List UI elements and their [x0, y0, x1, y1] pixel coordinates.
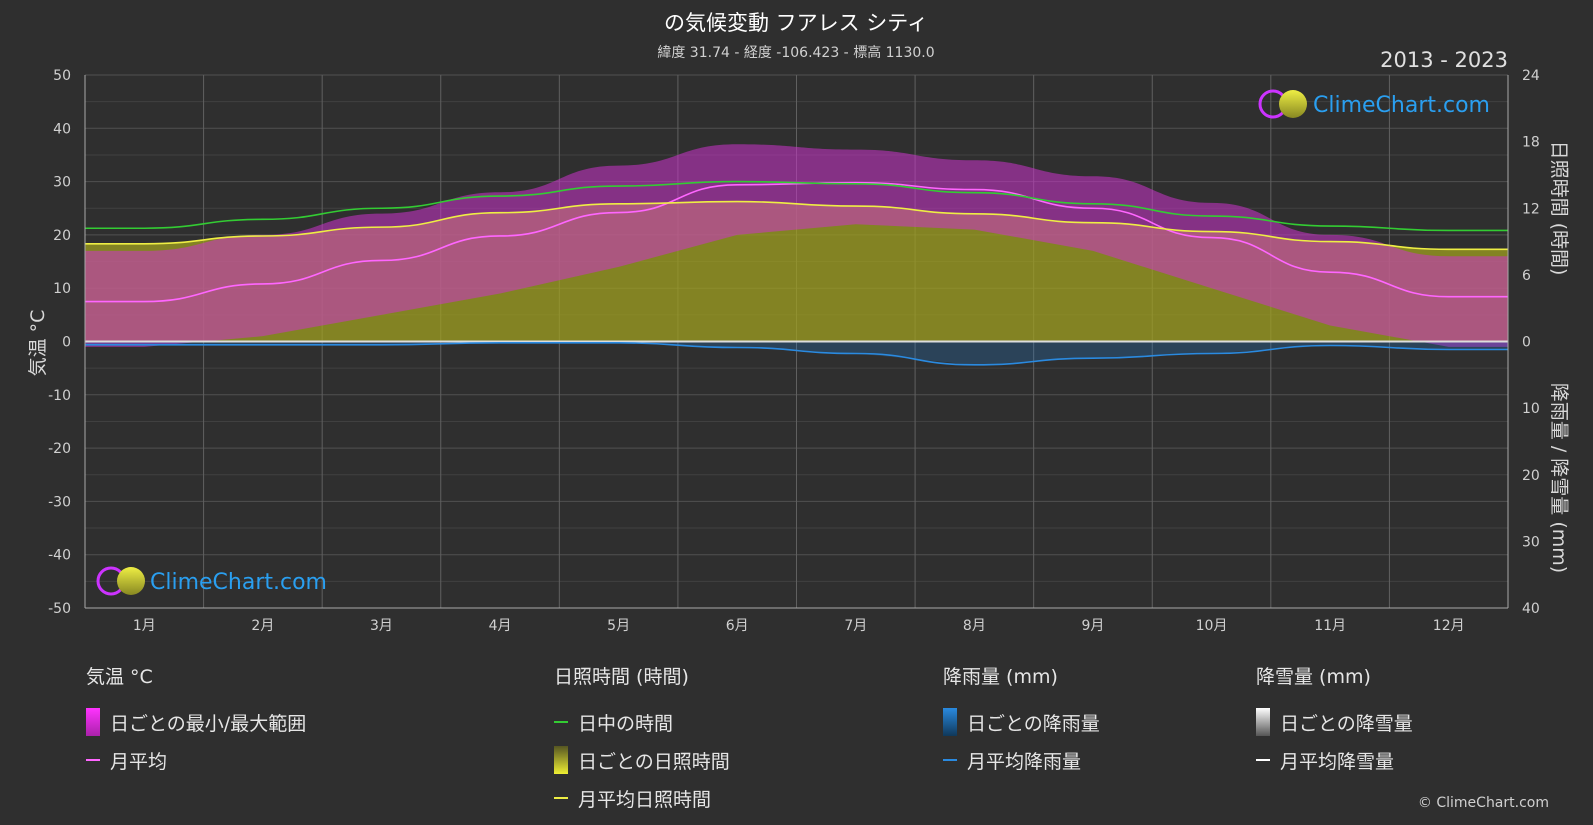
left-tick-label: -30: [48, 494, 71, 510]
legend-item-label: 月平均日照時間: [578, 788, 712, 811]
month-tick-label: 5月: [607, 618, 630, 634]
legend-item: 日ごとの降雪量: [1256, 703, 1413, 741]
month-tick-label: 11月: [1314, 618, 1346, 634]
legend-snow-title: 降雪量 (mm): [1256, 666, 1371, 688]
month-tick-label: 4月: [489, 618, 512, 634]
logo-sun-icon: [117, 567, 145, 595]
month-tick-label: 9月: [1081, 618, 1104, 634]
legend-item-label: 日ごとの日照時間: [578, 750, 730, 773]
left-tick-label: -20: [48, 441, 71, 457]
rain-swatch: [943, 708, 957, 736]
chart-subtitle: 緯度 31.74 - 経度 -106.423 - 標高 1130.0: [657, 44, 934, 61]
legend-item-label: 日ごとの降雪量: [1280, 712, 1413, 735]
logo-sun-icon: [1279, 90, 1307, 118]
rain-area: [85, 341, 1508, 365]
snow-mean-swatch: [1256, 759, 1270, 761]
legend-item: 日ごとの降雨量: [943, 703, 1100, 741]
left-tick-label: 10: [53, 281, 71, 297]
left-tick-label: 30: [53, 175, 71, 191]
copyright: © ClimeChart.com: [1417, 795, 1549, 811]
right-axis-sun-label: 日照時間 (時間): [1548, 141, 1570, 276]
month-tick-label: 1月: [133, 618, 156, 634]
right-rain-tick-label: 10: [1522, 401, 1540, 417]
brand-name-bottom: ClimeChart.com: [150, 570, 327, 595]
left-tick-label: 40: [53, 121, 71, 137]
left-tick-label: -40: [48, 548, 71, 564]
brand-logo-top: ClimeChart.com: [1258, 89, 1490, 119]
right-axis-rain-label: 降雨量 / 降雪量 (mm): [1548, 383, 1570, 573]
left-tick-label: -50: [48, 601, 71, 617]
month-tick-label: 8月: [963, 618, 986, 634]
month-tick-label: 2月: [251, 618, 274, 634]
legend-item: 日ごとの日照時間: [554, 741, 730, 779]
left-tick-label: 0: [62, 335, 71, 351]
legend-item: 日中の時間: [554, 703, 730, 741]
period-label: 2013 - 2023: [1380, 48, 1508, 72]
series-line-rain: [85, 342, 1508, 366]
legend-item-label: 日ごとの最小/最大範囲: [110, 712, 307, 735]
right-rain-tick-label: 40: [1522, 601, 1540, 617]
series-line-sun: [85, 180, 1508, 232]
legend-item: 月平均降雨量: [943, 741, 1100, 779]
right-sun-tick-label: 24: [1522, 68, 1540, 84]
daylight-swatch: [554, 721, 568, 723]
temp-range-band: [85, 144, 1508, 347]
legend-rain: 降雨量 (mm) 日ごとの降雨量 月平均降雨量: [943, 662, 1100, 779]
temp-mean-swatch: [86, 759, 100, 761]
legend-sun-title: 日照時間 (時間): [554, 666, 689, 688]
legend-item-label: 日ごとの降雨量: [967, 712, 1100, 735]
legend-item: 月平均降雪量: [1256, 741, 1413, 779]
month-tick-label: 10月: [1196, 618, 1228, 634]
right-sun-tick-label: 0: [1522, 335, 1531, 351]
legend-rain-title: 降雨量 (mm): [943, 666, 1058, 688]
legend-sun: 日照時間 (時間) 日中の時間 日ごとの日照時間 月平均日照時間: [554, 662, 730, 817]
month-tick-label: 6月: [726, 618, 749, 634]
sunshine-mean-swatch: [554, 797, 568, 799]
month-tick-label: 3月: [370, 618, 393, 634]
left-axis-label: 気温 °C: [27, 310, 49, 377]
right-sun-tick-label: 18: [1522, 135, 1540, 151]
rain-mean-swatch: [943, 759, 957, 761]
month-tick-label: 7月: [844, 618, 867, 634]
right-sun-tick-label: 6: [1522, 268, 1531, 284]
legend-item-label: 月平均降雨量: [967, 750, 1082, 773]
brand-name-top: ClimeChart.com: [1313, 93, 1490, 118]
brand-logo-bottom: ClimeChart.com: [96, 566, 327, 596]
left-tick-label: 50: [53, 68, 71, 84]
temp-range-swatch: [86, 708, 100, 736]
legend-item-label: 日中の時間: [578, 712, 674, 735]
month-tick-label: 12月: [1433, 618, 1465, 634]
left-tick-label: 20: [53, 228, 71, 244]
chart-title: の気候変動 フアレス シティ: [664, 11, 928, 35]
legend-item-label: 月平均降雪量: [1280, 750, 1395, 773]
right-sun-tick-label: 12: [1522, 201, 1540, 217]
legend-item: 月平均日照時間: [554, 779, 730, 817]
legend-temp: 気温 °C 日ごとの最小/最大範囲 月平均: [86, 662, 306, 779]
snow-swatch: [1256, 708, 1270, 736]
legend-item: 日ごとの最小/最大範囲: [86, 703, 306, 741]
right-rain-tick-label: 20: [1522, 468, 1540, 484]
legend-snow: 降雪量 (mm) 日ごとの降雪量 月平均降雪量: [1256, 662, 1413, 779]
legend-item: 月平均: [86, 741, 306, 779]
legend-temp-title: 気温 °C: [86, 666, 153, 688]
legend-item-label: 月平均: [110, 750, 168, 773]
right-rain-tick-label: 30: [1522, 534, 1540, 550]
sunshine-swatch: [554, 746, 568, 774]
series-line-sun: [85, 200, 1508, 251]
left-tick-label: -10: [48, 388, 71, 404]
